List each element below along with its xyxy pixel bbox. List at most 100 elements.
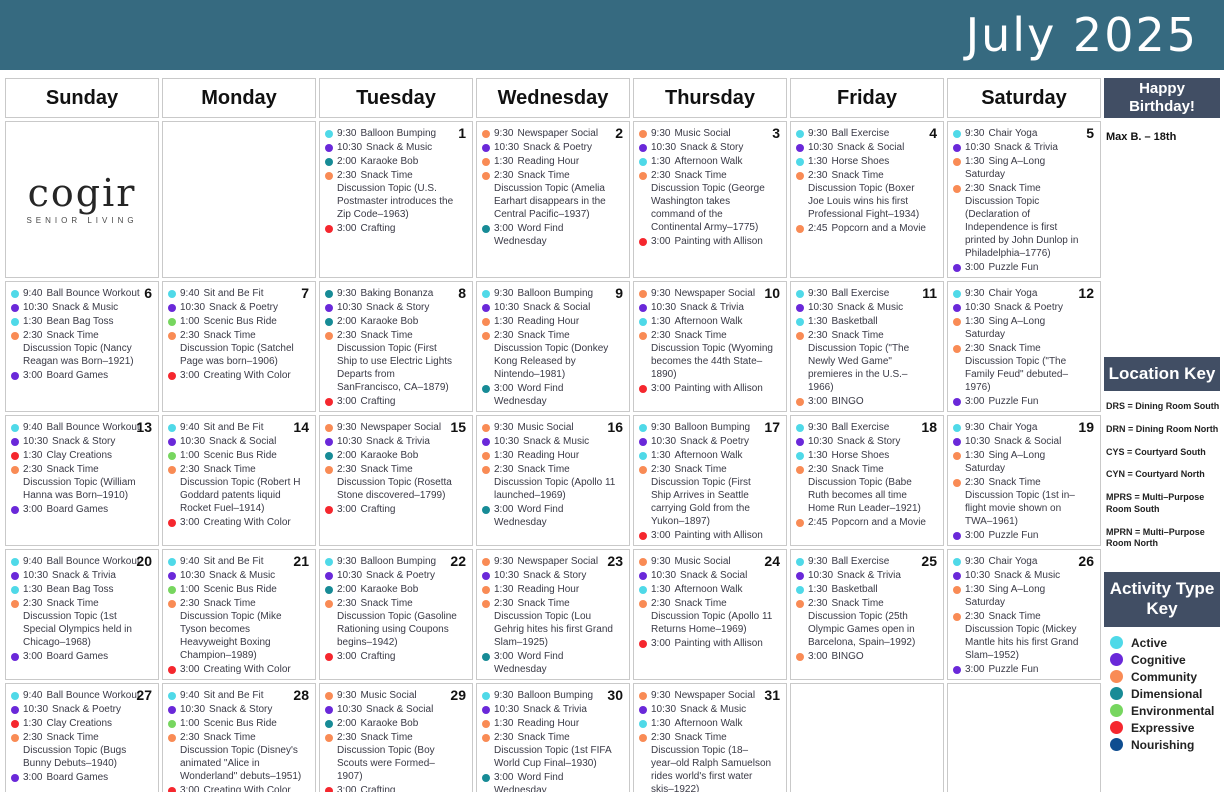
event-time: 10:30: [965, 142, 991, 153]
event-item: 2:45 Popcorn and a Movie: [796, 516, 930, 529]
event-time: 2:30: [23, 732, 43, 743]
event-time: 10:30: [965, 436, 991, 447]
activity-key-entry: Community: [1110, 670, 1220, 684]
activity-type-dot: [482, 452, 490, 460]
event-text: 2:00 Karaoke Bob: [337, 155, 418, 168]
event-time: 2:30: [337, 598, 357, 609]
event-title: Snack Time Discussion Topic (Rosetta Sto…: [337, 464, 452, 501]
event-text: 3:00 Word Find Wednesday: [494, 222, 616, 248]
event-time: 1:30: [651, 584, 671, 595]
event-item: 10:30 Snack & Trivia: [796, 569, 930, 582]
event-time: 3:00: [965, 396, 985, 407]
event-time: 10:30: [808, 142, 834, 153]
event-text: 2:30 Snack Time Discussion Topic (Apollo …: [494, 463, 616, 502]
activity-type-dot: [639, 720, 647, 728]
event-text: 1:00 Scenic Bus Ride: [180, 315, 277, 328]
event-title: Balloon Bumping: [360, 128, 437, 139]
event-text: 3:00 Crafting: [337, 784, 395, 792]
event-time: 9:30: [337, 128, 357, 139]
event-time: 10:30: [494, 142, 520, 153]
event-time: 2:30: [337, 732, 357, 743]
event-item: 3:00 Creating With Color: [168, 369, 302, 382]
event-time: 2:30: [494, 598, 514, 609]
calendar-cell: 13 9:40 Ball Bounce Workout 10:30 Snack & St…: [5, 415, 159, 546]
event-title: Snack Time Discussion Topic (Disney's an…: [180, 732, 302, 782]
day-header: Thursday: [633, 78, 787, 118]
activity-type-dot: [11, 506, 19, 514]
calendar-cell: 25 9:30 Ball Exercise 10:30 Snack & Trivia 1:…: [790, 549, 944, 680]
event-text: 1:30 Basketball: [808, 315, 878, 328]
calendar-cell: 11 9:30 Ball Exercise 10:30 Snack & Music 1:3…: [790, 281, 944, 412]
activity-type-dot: [325, 706, 333, 714]
event-item: 3:00 Word Find Wednesday: [482, 503, 616, 529]
event-title: Horse Shoes: [831, 156, 890, 167]
event-time: 2:30: [23, 464, 43, 475]
day-header: Sunday: [5, 78, 159, 118]
event-text: 10:30 Snack & Story: [23, 435, 115, 448]
event-item: 2:30 Snack Time Discussion Topic (First S…: [325, 329, 459, 394]
event-list: 9:30 Balloon Bumping 10:30 Snack & Music 2:0…: [325, 127, 469, 235]
event-text: 10:30 Snack & Social: [965, 435, 1061, 448]
day-number: 14: [293, 419, 309, 435]
event-title: Snack Time Discussion Topic ("The Family…: [965, 343, 1069, 393]
event-item: 2:30 Snack Time Discussion Topic (1st FIF…: [482, 731, 616, 770]
event-time: 9:30: [651, 556, 671, 567]
event-title: Crafting: [360, 396, 396, 407]
event-time: 9:30: [965, 556, 985, 567]
event-title: Ball Exercise: [831, 422, 890, 433]
activity-type-dot: [325, 172, 333, 180]
activity-type-dot: [482, 774, 490, 782]
event-list: 9:30 Balloon Bumping 10:30 Snack & Poetry 1:…: [639, 421, 783, 542]
event-time: 10:30: [337, 436, 363, 447]
calendar-cell: 28 9:40 Sit and Be Fit 10:30 Snack & Story 1:…: [162, 683, 316, 792]
event-time: 1:00: [180, 316, 200, 327]
event-text: 10:30 Snack & Social: [651, 569, 747, 582]
event-text: 3:00 BINGO: [808, 650, 864, 663]
event-item: 3:00 Painting with Allison: [639, 529, 773, 542]
event-title: Snack & Poetry: [680, 436, 749, 447]
activity-type-dot: [1110, 738, 1123, 752]
event-item: 1:30 Horse Shoes: [796, 449, 930, 462]
event-title: Sit and Be Fit: [203, 556, 264, 567]
event-item: 3:00 Word Find Wednesday: [482, 382, 616, 408]
event-time: 2:30: [337, 464, 357, 475]
event-time: 10:30: [808, 436, 834, 447]
event-time: 10:30: [337, 142, 363, 153]
event-time: 2:30: [651, 732, 671, 743]
event-text: 10:30 Snack & Poetry: [23, 703, 121, 716]
event-text: 9:40 Sit and Be Fit: [180, 689, 264, 702]
activity-type-dot: [796, 398, 804, 406]
event-list: 9:40 Ball Bounce Workout 10:30 Snack & Stor…: [11, 421, 155, 516]
event-title: Sit and Be Fit: [203, 288, 264, 299]
event-title: Snack & Music: [523, 436, 590, 447]
event-text: 2:30 Snack Time Discussion Topic (Nancy R…: [23, 329, 145, 368]
event-time: 2:30: [180, 598, 200, 609]
activity-key-entry: Active: [1110, 636, 1220, 650]
activity-type-dot: [325, 398, 333, 406]
event-time: 3:00: [651, 236, 671, 247]
event-item: 2:00 Karaoke Bob: [325, 155, 459, 168]
event-title: Scenic Bus Ride: [203, 718, 277, 729]
event-text: 9:40 Sit and Be Fit: [180, 555, 264, 568]
event-title: Snack Time Discussion Topic (25th Olympi…: [808, 598, 916, 648]
event-title: Snack & Story: [523, 570, 587, 581]
activity-type-dot: [482, 600, 490, 608]
event-text: 9:30 Balloon Bumping: [337, 555, 436, 568]
event-list: 9:30 Music Social 10:30 Snack & Music 1:30 Re…: [482, 421, 626, 529]
event-item: 10:30 Snack & Poetry: [482, 141, 616, 154]
calendar-cell: 31 9:30 Newspaper Social 10:30 Snack & Music…: [633, 683, 787, 792]
event-item: 2:30 Snack Time Discussion Topic (First S…: [639, 463, 773, 528]
page-title: July 2025: [965, 8, 1198, 62]
activity-type-dot: [953, 424, 961, 432]
activity-type-dot: [168, 304, 176, 312]
activity-type-dot: [325, 158, 333, 166]
event-text: 2:00 Karaoke Bob: [337, 449, 418, 462]
day-number: 5: [1086, 125, 1094, 141]
event-list: 9:40 Sit and Be Fit 10:30 Snack & Music 1:00…: [168, 555, 312, 676]
event-text: 10:30 Snack & Trivia: [337, 435, 430, 448]
event-time: 2:30: [337, 170, 357, 181]
event-text: 9:30 Balloon Bumping: [494, 287, 593, 300]
event-item: 9:30 Newspaper Social: [639, 689, 773, 702]
event-time: 3:00: [965, 262, 985, 273]
event-item: 1:30 Sing A–Long Saturday: [953, 155, 1087, 181]
